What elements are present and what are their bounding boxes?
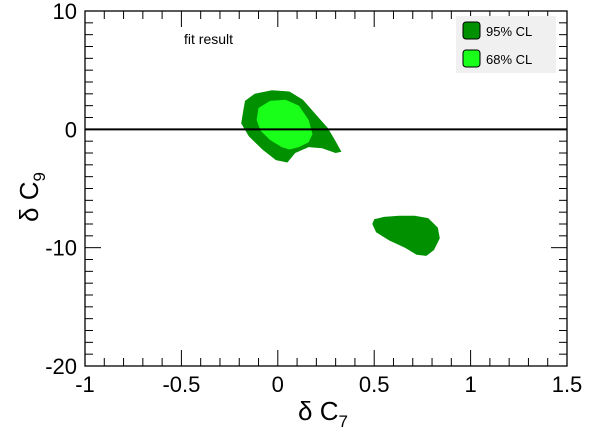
legend-swatch-95cl (462, 21, 481, 40)
legend-label-68cl: 68% CL (486, 52, 532, 67)
y-tick-label: -10 (45, 236, 77, 261)
x-axis-title: δ C7 (298, 396, 348, 431)
confidence-regions (241, 90, 440, 256)
tick-labels: -1 -0.5 0 0.5 1 1.5 10 0 -10 -20 (45, 0, 582, 397)
y-tick-label: -20 (45, 354, 77, 379)
x-tick-label: 0.5 (359, 372, 390, 397)
y-tick-label: 10 (53, 0, 77, 24)
x-tick-label: -0.5 (162, 372, 200, 397)
legend-swatch-68cl (462, 49, 481, 68)
x-tick-label: -1 (75, 372, 95, 397)
annotation-fit-result: fit result (184, 31, 233, 47)
x-tick-label: 0 (272, 372, 284, 397)
legend: 95% CL 68% CL (456, 16, 556, 73)
y-axis-title: δ C9 (14, 172, 49, 222)
y-tick-label: 0 (65, 117, 77, 142)
x-tick-label: 1 (464, 372, 476, 397)
region-95cl-2 (372, 215, 440, 256)
x-tick-label: 1.5 (552, 372, 583, 397)
axis-ticks (84, 10, 568, 367)
legend-label-95cl: 95% CL (486, 24, 532, 39)
region-68cl-1 (256, 99, 313, 150)
